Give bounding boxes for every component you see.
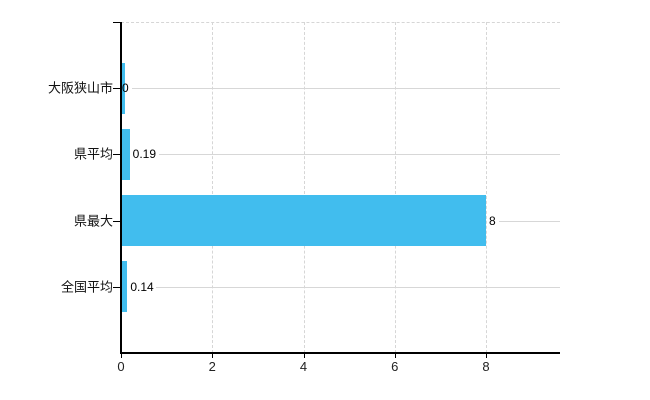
bar-value-label: 0 bbox=[122, 81, 129, 96]
y-axis-end-tick bbox=[113, 22, 120, 23]
bar bbox=[121, 128, 130, 180]
category-leader-line bbox=[159, 154, 560, 156]
bar-value-label: 8 bbox=[489, 213, 496, 228]
x-axis-tick-label: 8 bbox=[482, 359, 490, 374]
category-leader-line bbox=[499, 220, 560, 222]
category-label: 大阪狭山市 bbox=[47, 80, 113, 96]
bar bbox=[121, 62, 125, 114]
bar bbox=[121, 261, 128, 313]
x-gridline bbox=[303, 22, 305, 353]
x-axis-tick bbox=[303, 354, 305, 358]
category-label: 県最大 bbox=[73, 213, 113, 229]
bar-value-label: 0.14 bbox=[130, 279, 154, 294]
x-axis-tick-label: 0 bbox=[117, 359, 125, 374]
x-axis bbox=[120, 352, 560, 354]
bar bbox=[121, 195, 486, 247]
category-leader-line bbox=[132, 88, 560, 90]
x-axis-tick bbox=[212, 354, 214, 358]
y-axis bbox=[120, 22, 122, 354]
x-gridline bbox=[486, 22, 487, 353]
x-gridline bbox=[394, 22, 396, 353]
x-axis-tick-label: 2 bbox=[208, 359, 216, 374]
x-axis-tick bbox=[121, 354, 122, 358]
x-axis-tick-label: 6 bbox=[391, 359, 399, 374]
bar-value-label: 0.19 bbox=[132, 147, 157, 162]
x-axis-tick bbox=[394, 354, 396, 358]
x-gridline bbox=[212, 22, 214, 353]
x-axis-tick-label: 4 bbox=[299, 359, 308, 374]
x-axis-tick bbox=[486, 354, 487, 358]
category-label: 全国平均 bbox=[60, 279, 113, 295]
category-label: 県平均 bbox=[73, 146, 113, 162]
y-axis-tick bbox=[113, 220, 120, 222]
plot-top-border bbox=[121, 22, 560, 23]
y-axis-tick bbox=[113, 286, 120, 288]
y-axis-tick bbox=[113, 88, 120, 90]
y-axis-tick bbox=[113, 154, 120, 156]
category-leader-line bbox=[156, 286, 560, 288]
